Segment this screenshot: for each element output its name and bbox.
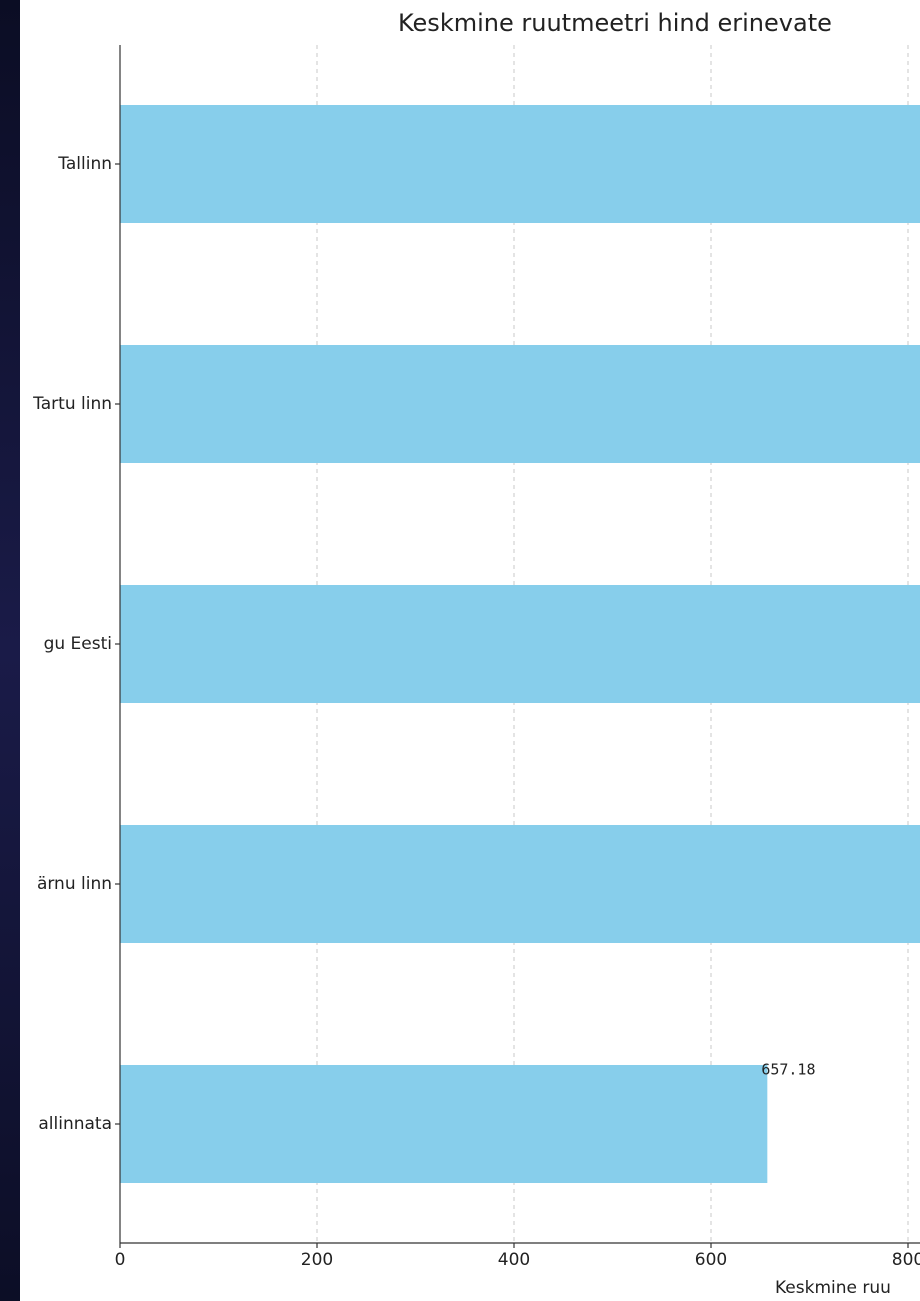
x-tick-label: 800 [892,1250,920,1270]
bar [120,345,920,463]
x-tick-label: 200 [301,1250,333,1270]
x-tick-label: 400 [498,1250,530,1270]
y-tick-label: Tallinn [57,154,112,174]
x-tick-label: 0 [115,1250,126,1270]
y-tick-label: allinnata [38,1114,112,1134]
x-axis-label: Keskmine ruu [775,1278,891,1298]
data-label: 657.18 [761,1061,815,1079]
bar [120,1065,768,1183]
bar [120,105,920,223]
x-tick-label: 600 [695,1250,727,1270]
plot-area: 0 200 400 600 800 Tallinn Tartu linn gu Eesti är… [32,45,920,1270]
background-strip [0,0,20,1301]
chart-title: Keskmine ruutmeetri hind erinevate [398,9,832,37]
bar [120,825,920,943]
bar [120,585,920,703]
y-tick-label: gu Eesti [44,634,112,654]
y-tick-label: ärnu linn [37,874,112,894]
y-tick-label: Tartu linn [32,394,112,414]
